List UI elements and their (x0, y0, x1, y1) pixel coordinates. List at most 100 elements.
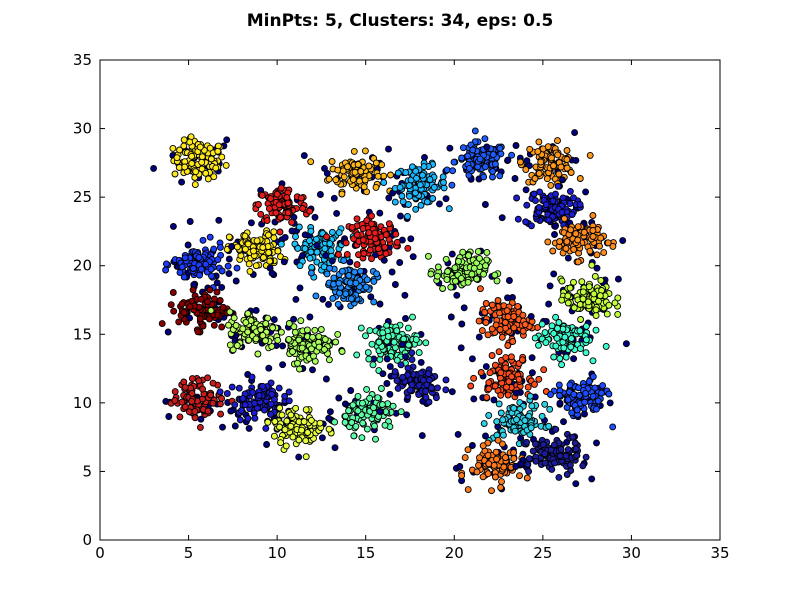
cluster-point (434, 263, 442, 271)
cluster-point (278, 411, 286, 419)
cluster-point (277, 328, 285, 336)
noise-point (481, 201, 489, 208)
noise-point (397, 212, 404, 220)
noise-point (527, 312, 535, 320)
cluster-point (582, 453, 590, 461)
cluster-point (530, 190, 538, 198)
cluster-point (524, 383, 532, 391)
cluster-point (389, 402, 397, 410)
cluster-point (562, 245, 570, 252)
cluster-point (574, 223, 582, 231)
cluster-point (425, 398, 433, 406)
cluster-point (537, 158, 545, 166)
cluster-point (285, 388, 293, 396)
cluster-point (552, 342, 560, 350)
cluster-point (289, 433, 297, 441)
noise-point (556, 399, 564, 407)
cluster-point (554, 182, 562, 190)
noise-point (385, 145, 392, 153)
cluster-point (176, 146, 184, 154)
cluster-point (455, 257, 462, 265)
x-tick-label: 30 (622, 544, 641, 562)
cluster-point (485, 385, 493, 393)
cluster-point (245, 336, 253, 344)
cluster-point (482, 262, 489, 270)
cluster-point (483, 248, 491, 256)
cluster-point (181, 383, 189, 391)
noise-point (184, 241, 192, 249)
cluster-point (510, 404, 518, 412)
noise-point (593, 264, 601, 272)
cluster-point (262, 320, 270, 328)
cluster-point (547, 446, 555, 454)
cluster-point (518, 356, 526, 364)
cluster-point (264, 418, 272, 426)
cluster-point (244, 310, 252, 317)
noise-point (622, 340, 630, 348)
noise-point (376, 209, 384, 217)
x-tick-label: 25 (533, 544, 552, 562)
noise-point (311, 213, 319, 221)
cluster-point (206, 286, 214, 294)
cluster-point (229, 346, 237, 354)
cluster-point (558, 361, 566, 369)
cluster-point (574, 236, 582, 244)
cluster-point (420, 163, 428, 171)
cluster-point (482, 300, 490, 307)
cluster-point (162, 260, 170, 268)
cluster-point (459, 144, 467, 152)
cluster-point (288, 218, 296, 226)
cluster-point (307, 269, 315, 277)
cluster-point (328, 158, 336, 165)
cluster-point (556, 355, 564, 363)
cluster-point (378, 401, 386, 408)
ticks-layer: 0 5 10 15 20 25 30 35 0 5 10 15 20 25 30 35 (73, 51, 730, 562)
x-tick-label: 15 (356, 544, 375, 562)
cluster-point (513, 416, 520, 424)
noise-point (388, 268, 396, 276)
cluster-point (484, 331, 492, 339)
noise-point (475, 333, 483, 341)
noise-point (331, 444, 339, 452)
noise-point (407, 235, 415, 243)
cluster-point (186, 303, 194, 311)
cluster-point (495, 348, 503, 356)
cluster-point (363, 425, 371, 433)
cluster-point (393, 238, 401, 246)
cluster-point (521, 417, 529, 425)
cluster-point (562, 452, 570, 460)
cluster-point (540, 366, 548, 374)
noise-point (403, 411, 411, 419)
cluster-point (525, 467, 533, 475)
cluster-point (426, 176, 434, 184)
cluster-point (597, 276, 605, 284)
cluster-point (239, 395, 247, 403)
cluster-point (569, 433, 577, 441)
cluster-point (393, 327, 401, 335)
cluster-point (400, 335, 408, 343)
cluster-point (399, 373, 407, 381)
noise-point (295, 453, 303, 461)
cluster-point (349, 401, 357, 409)
noise-point (454, 430, 462, 438)
cluster-point (195, 377, 203, 385)
cluster-point (550, 330, 558, 338)
cluster-point (259, 244, 267, 251)
cluster-point (510, 313, 518, 321)
cluster-point (296, 262, 304, 270)
cluster-point (591, 272, 599, 280)
cluster-point (560, 215, 568, 223)
cluster-point (216, 388, 224, 396)
cluster-point (317, 326, 325, 333)
cluster-point (216, 297, 224, 304)
cluster-point (311, 326, 319, 334)
cluster-point (238, 406, 245, 414)
noise-point (398, 341, 406, 348)
noise-point (401, 291, 409, 299)
noise-point (319, 295, 327, 303)
cluster-point (570, 278, 577, 286)
cluster-point (516, 472, 523, 480)
cluster-point (270, 234, 278, 242)
cluster-point (579, 295, 587, 303)
cluster-point (508, 373, 516, 381)
